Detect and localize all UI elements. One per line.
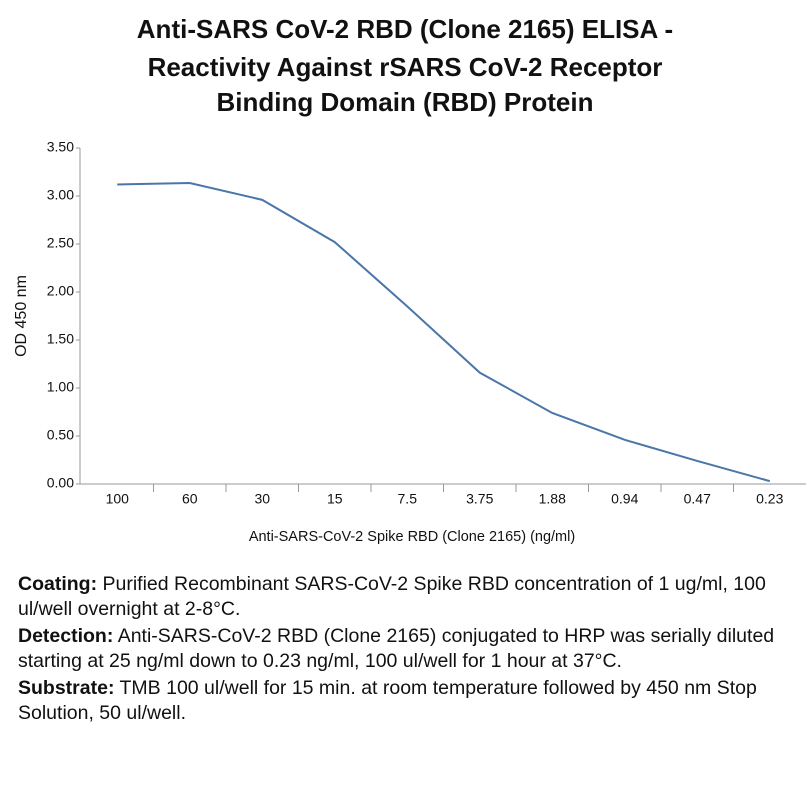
note-label: Substrate: [18, 677, 115, 699]
note: Substrate: TMB 100 ul/well for 15 min. a… [18, 676, 798, 725]
note-text: TMB 100 ul/well for 15 min. at room temp… [18, 677, 757, 724]
note-label: Coating: [18, 573, 98, 595]
note-text: Purified Recombinant SARS-CoV-2 Spike RB… [18, 573, 766, 620]
x-tick-label: 60 [182, 491, 198, 507]
note-text: Anti-SARS-CoV-2 RBD (Clone 2165) conjuga… [18, 625, 775, 672]
y-tick-label: 3.50 [47, 139, 74, 155]
y-tick-label: 0.00 [47, 475, 74, 491]
y-tick-label: 2.50 [47, 235, 74, 251]
x-tick-label: 100 [106, 491, 130, 507]
note-label: Detection: [18, 625, 114, 647]
x-tick-label: 15 [327, 491, 343, 507]
x-axis-label: Anti-SARS-CoV-2 Spike RBD (Clone 2165) (… [249, 529, 575, 545]
note: Coating: Purified Recombinant SARS-CoV-2… [18, 572, 798, 621]
note: Detection: Anti-SARS-CoV-2 RBD (Clone 21… [18, 624, 798, 673]
chart: Anti-SARS CoV-2 RBD (Clone 2165) ELISA -… [13, 14, 806, 545]
x-tick-label: 0.94 [611, 491, 638, 507]
x-tick-label: 0.47 [684, 491, 711, 507]
y-tick-label: 2.00 [47, 283, 74, 299]
x-tick-label: 30 [254, 491, 270, 507]
x-tick-label: 0.23 [756, 491, 783, 507]
data-line [117, 182, 771, 483]
notes: Coating: Purified Recombinant SARS-CoV-2… [18, 572, 798, 728]
y-tick-label: 3.00 [47, 187, 74, 203]
x-tick-label: 3.75 [466, 491, 493, 507]
y-tick-label: 1.50 [47, 331, 74, 347]
chart-title: Reactivity Against rSARS CoV-2 Receptor [148, 52, 663, 82]
chart-title: Anti-SARS CoV-2 RBD (Clone 2165) ELISA - [137, 14, 673, 44]
x-tick-label: 7.5 [398, 491, 418, 507]
y-tick-label: 0.50 [47, 427, 74, 443]
chart-title: Binding Domain (RBD) Protein [217, 87, 594, 117]
y-tick-label: 1.00 [47, 379, 74, 395]
x-tick-label: 1.88 [539, 491, 566, 507]
y-axis-label: OD 450 nm [13, 275, 30, 357]
